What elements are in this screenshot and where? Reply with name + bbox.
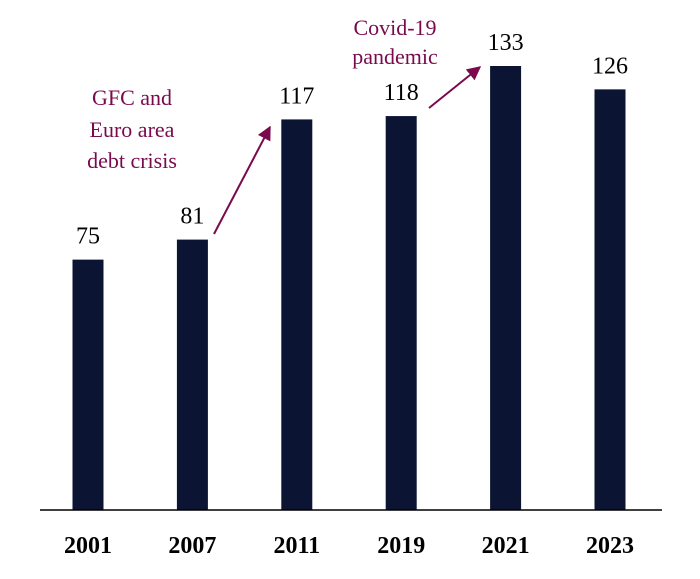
annotation-line: Euro area — [90, 117, 175, 142]
bars-group — [72, 66, 626, 511]
x-tick-label-2011: 2011 — [273, 533, 320, 559]
x-tick-label-2023: 2023 — [586, 533, 634, 559]
annotation-line: GFC and — [92, 85, 172, 110]
bar-2011 — [281, 119, 313, 510]
data-label-2007: 81 — [180, 204, 204, 230]
annotation-arrow-2 — [428, 66, 482, 109]
annotation-text-2: Covid-19 pandemic — [352, 15, 438, 69]
x-tick-label-2007: 2007 — [168, 533, 216, 559]
data-label-2011: 117 — [279, 83, 314, 109]
data-label-2019: 118 — [384, 80, 419, 106]
annotations-group: GFC and Euro area debt crisis Covid-19 pande… — [87, 15, 482, 235]
x-tick-label-2001: 2001 — [64, 533, 112, 559]
x-tick-label-2021: 2021 — [482, 533, 530, 559]
annotation-line: debt crisis — [87, 148, 177, 173]
data-label-2021: 133 — [488, 30, 524, 56]
x-tick-label-2019: 2019 — [377, 533, 425, 559]
bar-2021 — [490, 66, 522, 510]
annotation-line: pandemic — [352, 44, 438, 69]
annotation-text-1: GFC and Euro area debt crisis — [87, 85, 177, 173]
data-label-2023: 126 — [592, 53, 628, 79]
data-label-2001: 75 — [76, 224, 100, 250]
bar-2019 — [385, 116, 417, 510]
annotation-arrow-1 — [213, 125, 271, 235]
bar-2007 — [176, 239, 208, 510]
annotation-line: Covid-19 — [353, 15, 436, 40]
bar-2001 — [72, 259, 104, 510]
bar-2023 — [594, 89, 626, 511]
x-tick-labels-group: 2001 2007 2011 2019 2021 2023 — [64, 533, 634, 559]
data-labels-group: 75 81 117 118 133 126 — [76, 30, 628, 250]
